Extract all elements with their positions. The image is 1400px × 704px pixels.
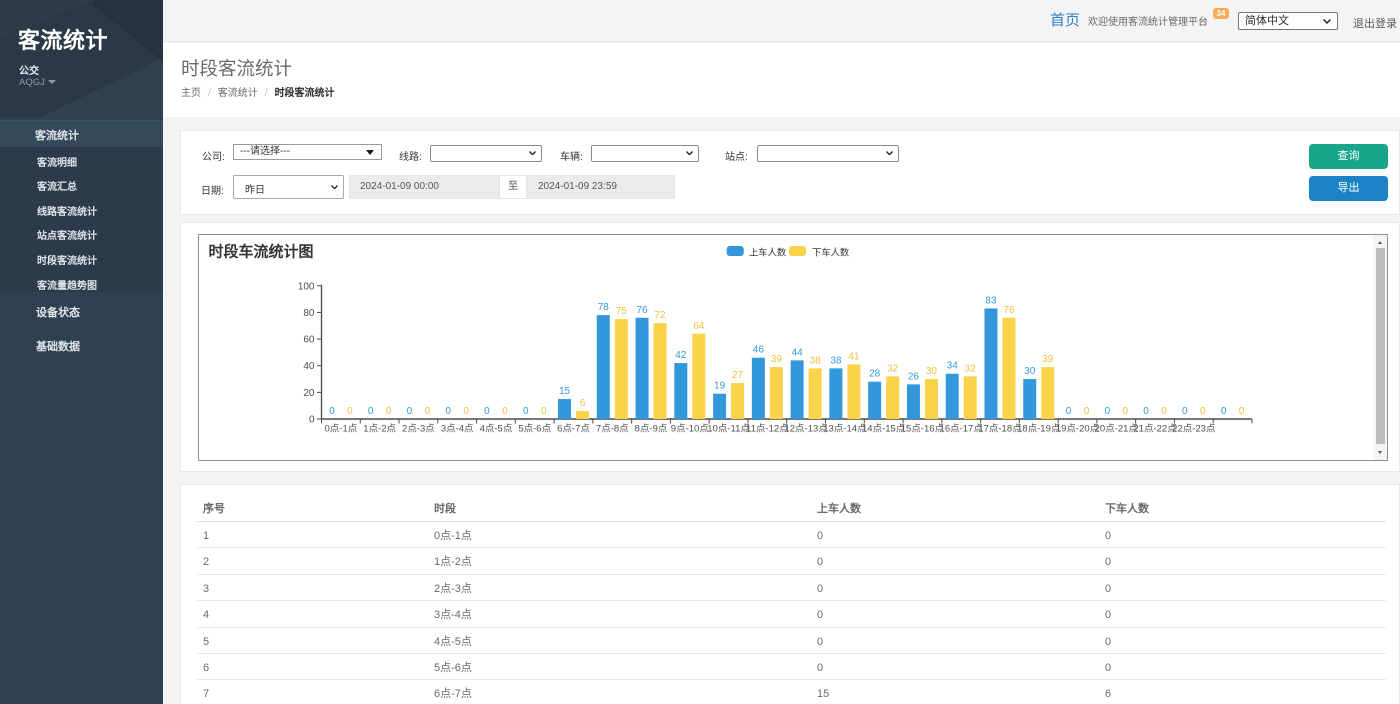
svg-text:0: 0 bbox=[368, 406, 374, 417]
svg-text:0: 0 bbox=[523, 406, 529, 417]
svg-text:16点-17点: 16点-17点 bbox=[940, 424, 984, 435]
svg-text:18点-19点: 18点-19点 bbox=[1017, 424, 1061, 435]
svg-text:34: 34 bbox=[947, 361, 959, 372]
svg-text:上车人数: 上车人数 bbox=[749, 247, 787, 258]
svg-text:0: 0 bbox=[1200, 406, 1206, 417]
svg-text:27: 27 bbox=[732, 370, 744, 381]
svg-text:44: 44 bbox=[792, 347, 804, 358]
svg-text:40: 40 bbox=[303, 361, 315, 372]
svg-text:8点-9点: 8点-9点 bbox=[635, 424, 668, 435]
svg-text:41: 41 bbox=[848, 351, 860, 362]
svg-text:42: 42 bbox=[675, 350, 687, 361]
svg-text:0: 0 bbox=[541, 406, 547, 417]
svg-text:80: 80 bbox=[303, 308, 315, 319]
svg-text:9点-10点: 9点-10点 bbox=[671, 424, 710, 435]
svg-text:30: 30 bbox=[1024, 366, 1036, 377]
svg-text:32: 32 bbox=[965, 363, 977, 374]
svg-text:32: 32 bbox=[887, 363, 899, 374]
svg-text:83: 83 bbox=[985, 295, 997, 306]
svg-text:0: 0 bbox=[445, 406, 451, 417]
svg-text:0点-1点: 0点-1点 bbox=[325, 424, 358, 435]
svg-text:17点-18点: 17点-18点 bbox=[978, 424, 1022, 435]
svg-text:75: 75 bbox=[616, 306, 628, 317]
svg-text:0: 0 bbox=[1143, 406, 1149, 417]
svg-text:4点-5点: 4点-5点 bbox=[480, 424, 513, 435]
svg-text:78: 78 bbox=[598, 302, 610, 313]
svg-text:30: 30 bbox=[926, 366, 938, 377]
svg-text:15: 15 bbox=[559, 386, 571, 397]
svg-text:39: 39 bbox=[1042, 354, 1054, 365]
svg-text:21点-22点: 21点-22点 bbox=[1133, 424, 1177, 435]
svg-text:0: 0 bbox=[1105, 406, 1111, 417]
svg-text:64: 64 bbox=[693, 321, 705, 332]
svg-text:0: 0 bbox=[1239, 406, 1245, 417]
svg-text:3点-4点: 3点-4点 bbox=[441, 424, 474, 435]
svg-text:76: 76 bbox=[636, 305, 648, 316]
svg-text:76: 76 bbox=[1003, 305, 1015, 316]
svg-text:0: 0 bbox=[1066, 406, 1072, 417]
svg-text:14点-15点: 14点-15点 bbox=[862, 424, 906, 435]
svg-text:0: 0 bbox=[425, 406, 431, 417]
svg-text:0: 0 bbox=[502, 406, 508, 417]
svg-text:0: 0 bbox=[484, 406, 490, 417]
svg-text:6点-7点: 6点-7点 bbox=[557, 424, 590, 435]
svg-text:0: 0 bbox=[1084, 406, 1090, 417]
svg-text:100: 100 bbox=[298, 281, 315, 292]
svg-text:19: 19 bbox=[714, 381, 726, 392]
svg-text:5点-6点: 5点-6点 bbox=[518, 424, 551, 435]
svg-text:20点-21点: 20点-21点 bbox=[1095, 424, 1139, 435]
svg-text:60: 60 bbox=[303, 335, 315, 346]
svg-text:38: 38 bbox=[810, 355, 822, 366]
svg-text:0: 0 bbox=[347, 406, 353, 417]
svg-text:12点-13点: 12点-13点 bbox=[784, 424, 828, 435]
svg-text:0: 0 bbox=[1123, 406, 1129, 417]
svg-text:26: 26 bbox=[908, 371, 920, 382]
svg-text:1点-2点: 1点-2点 bbox=[363, 424, 396, 435]
svg-text:下车人数: 下车人数 bbox=[812, 247, 850, 258]
svg-text:22点-23点: 22点-23点 bbox=[1172, 424, 1216, 435]
svg-text:39: 39 bbox=[771, 354, 783, 365]
svg-text:10点-11点: 10点-11点 bbox=[707, 424, 750, 435]
svg-text:0: 0 bbox=[309, 415, 315, 426]
svg-text:0: 0 bbox=[1161, 406, 1167, 417]
svg-text:15点-16点: 15点-16点 bbox=[901, 424, 945, 435]
svg-text:38: 38 bbox=[830, 355, 842, 366]
svg-text:13点-14点: 13点-14点 bbox=[823, 424, 867, 435]
svg-text:0: 0 bbox=[386, 406, 392, 417]
svg-text:0: 0 bbox=[463, 406, 469, 417]
svg-text:7点-8点: 7点-8点 bbox=[596, 424, 629, 435]
svg-text:0: 0 bbox=[1221, 406, 1227, 417]
svg-text:46: 46 bbox=[753, 345, 765, 356]
svg-text:19点-20点: 19点-20点 bbox=[1056, 424, 1100, 435]
svg-text:72: 72 bbox=[654, 310, 666, 321]
svg-text:11点-12点: 11点-12点 bbox=[746, 424, 789, 435]
svg-text:0: 0 bbox=[407, 406, 413, 417]
svg-text:2点-3点: 2点-3点 bbox=[402, 424, 435, 435]
svg-text:6: 6 bbox=[580, 398, 586, 409]
svg-text:时段车流统计图: 时段车流统计图 bbox=[209, 243, 314, 261]
svg-text:28: 28 bbox=[869, 369, 881, 380]
svg-text:20: 20 bbox=[303, 388, 315, 399]
svg-text:0: 0 bbox=[1182, 406, 1188, 417]
svg-text:0: 0 bbox=[329, 406, 335, 417]
